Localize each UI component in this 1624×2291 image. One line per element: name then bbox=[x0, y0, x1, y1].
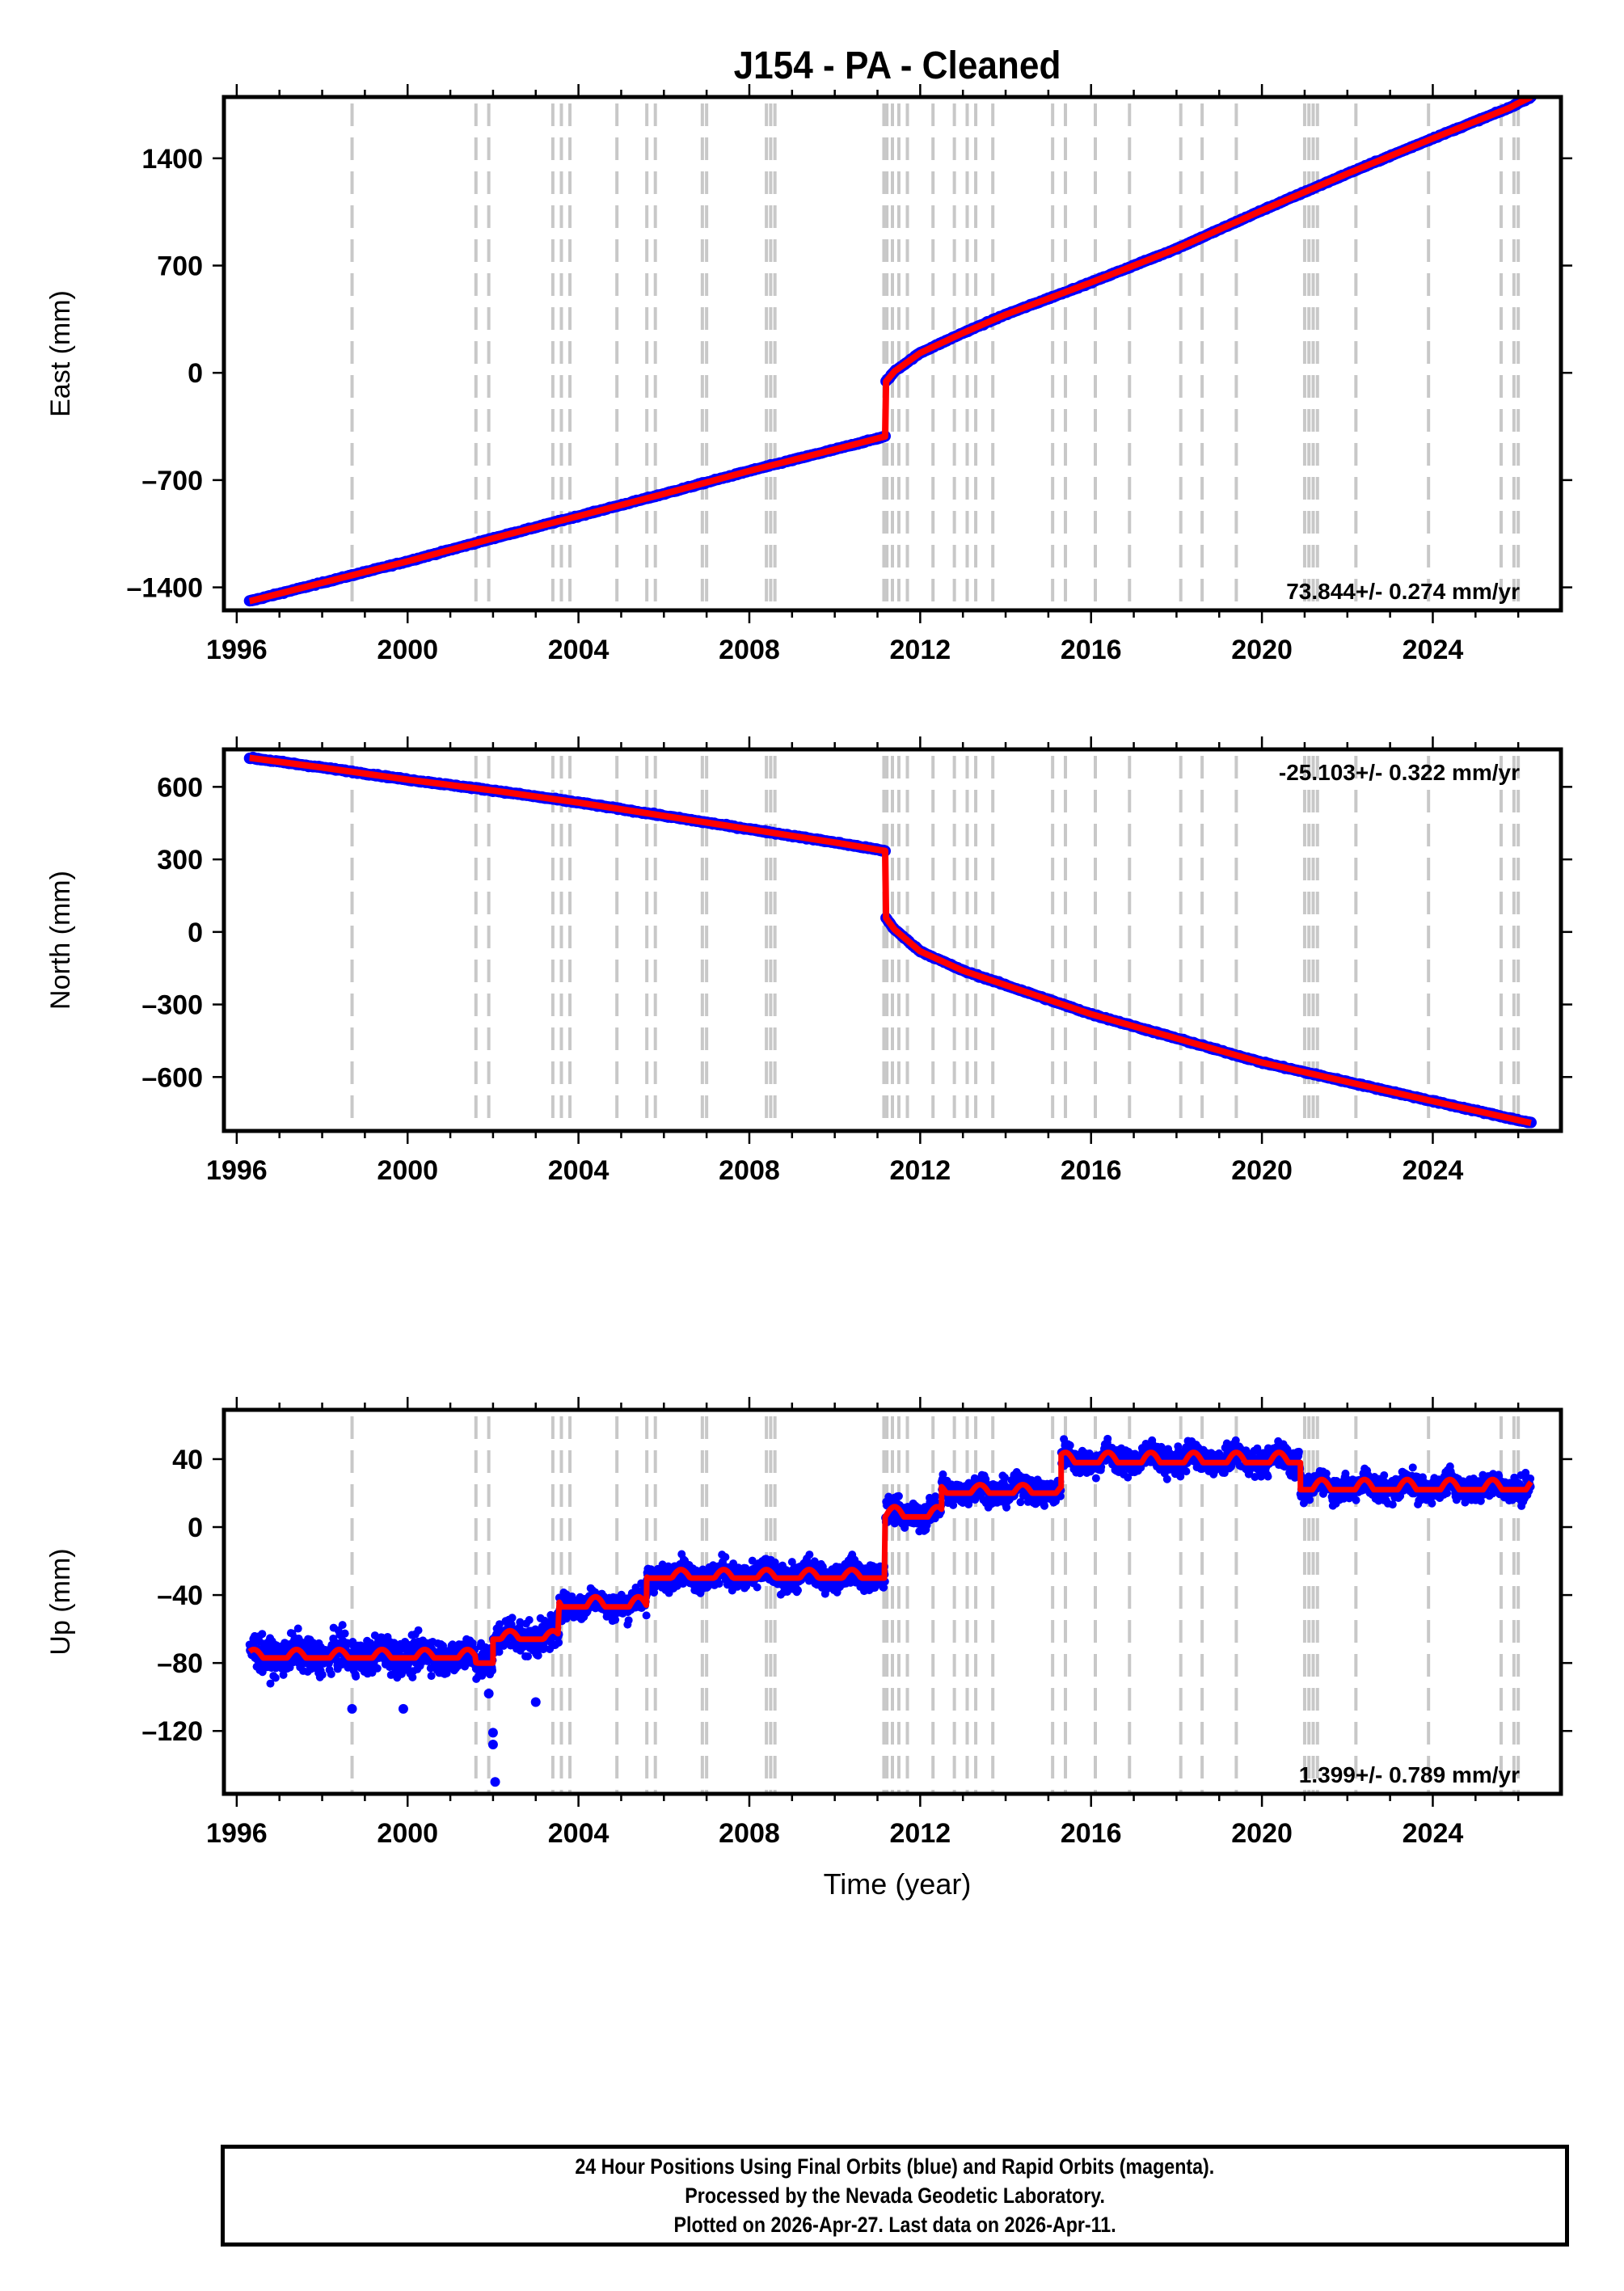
data-point bbox=[338, 1621, 347, 1630]
data-point bbox=[414, 1626, 423, 1635]
y-tick-label: 600 bbox=[157, 772, 203, 803]
data-point bbox=[721, 1553, 730, 1562]
x-tick-label: 2020 bbox=[1231, 635, 1293, 665]
x-tick-label: 2016 bbox=[1061, 635, 1122, 665]
x-tick-label: 2012 bbox=[890, 1155, 951, 1186]
data-point bbox=[427, 1672, 436, 1681]
x-tick-label: 2000 bbox=[377, 635, 438, 665]
data-layer bbox=[243, 97, 1538, 607]
offset-lines bbox=[350, 103, 1521, 610]
y-tick-label: 300 bbox=[157, 845, 203, 875]
x-tick-label: 2004 bbox=[548, 1155, 610, 1186]
y-tick-label: –300 bbox=[141, 990, 203, 1021]
x-tick-label: 2000 bbox=[377, 1155, 438, 1186]
data-layer bbox=[243, 751, 1538, 1129]
plot-frame bbox=[221, 95, 1563, 613]
data-point bbox=[373, 1664, 382, 1673]
x-tick-label: 2020 bbox=[1231, 1155, 1293, 1186]
model-line bbox=[247, 754, 1533, 1127]
x-tick-label: 2008 bbox=[719, 635, 780, 665]
y-axis-label: East (mm) bbox=[45, 290, 76, 417]
data-point bbox=[293, 1624, 302, 1633]
x-tick-label: 2024 bbox=[1403, 635, 1464, 665]
east-panel: 1996 2000 2004 2008 2012 2016 2020 2024 –1400 –70… bbox=[45, 84, 1572, 665]
north-panel: 1996 2000 2004 2008 2012 2016 2020 2024 –600 –300… bbox=[45, 736, 1572, 1186]
data-point bbox=[318, 1670, 327, 1679]
y-tick-label: 0 bbox=[188, 918, 203, 948]
data-point bbox=[488, 1666, 497, 1675]
y-tick-label: –600 bbox=[141, 1062, 203, 1093]
y-tick-label: 700 bbox=[157, 251, 203, 282]
y-tick-label: 0 bbox=[188, 358, 203, 389]
data-point bbox=[753, 1583, 761, 1592]
figure-title: J154 - PA - Cleaned bbox=[734, 43, 1061, 86]
y-tick-label: –700 bbox=[141, 466, 203, 496]
x-tick-label: 1996 bbox=[206, 635, 268, 665]
data-point bbox=[327, 1669, 335, 1678]
data-point bbox=[508, 1614, 517, 1622]
data-point bbox=[642, 1611, 651, 1620]
data-point bbox=[555, 1639, 563, 1648]
up-panel: 1996 2000 2004 2008 2012 2016 2020 2024–120–80–… bbox=[45, 1397, 1572, 1901]
x-tick-label: 2016 bbox=[1061, 1155, 1122, 1186]
y-tick-label: –1400 bbox=[126, 573, 203, 604]
x-tick-label: 2008 bbox=[719, 1155, 780, 1186]
model-line bbox=[247, 97, 1533, 605]
x-tick-label: 1996 bbox=[206, 1155, 268, 1186]
x-tick-label: 2012 bbox=[890, 635, 951, 665]
y-axis-label: North (mm) bbox=[45, 871, 76, 1010]
data-point bbox=[624, 1616, 633, 1625]
data-point bbox=[352, 1672, 361, 1681]
y-tick-label: 1400 bbox=[141, 144, 203, 175]
data-point bbox=[271, 1673, 280, 1682]
data-point bbox=[805, 1551, 814, 1559]
x-tick-label: 2004 bbox=[548, 635, 610, 665]
x-tick-label: 2024 bbox=[1403, 1155, 1464, 1186]
data-point bbox=[794, 1586, 803, 1595]
data-point bbox=[340, 1629, 349, 1638]
offset-lines bbox=[350, 756, 1521, 1131]
rate-label: -25.103+/- 0.322 mm/yr bbox=[1279, 760, 1520, 785]
data-point bbox=[525, 1616, 534, 1625]
data-point bbox=[258, 1630, 267, 1639]
data-layer bbox=[245, 1434, 1535, 1787]
data-point bbox=[611, 1615, 620, 1624]
rate-label: 73.844+/- 0.274 mm/yr bbox=[1286, 579, 1520, 604]
